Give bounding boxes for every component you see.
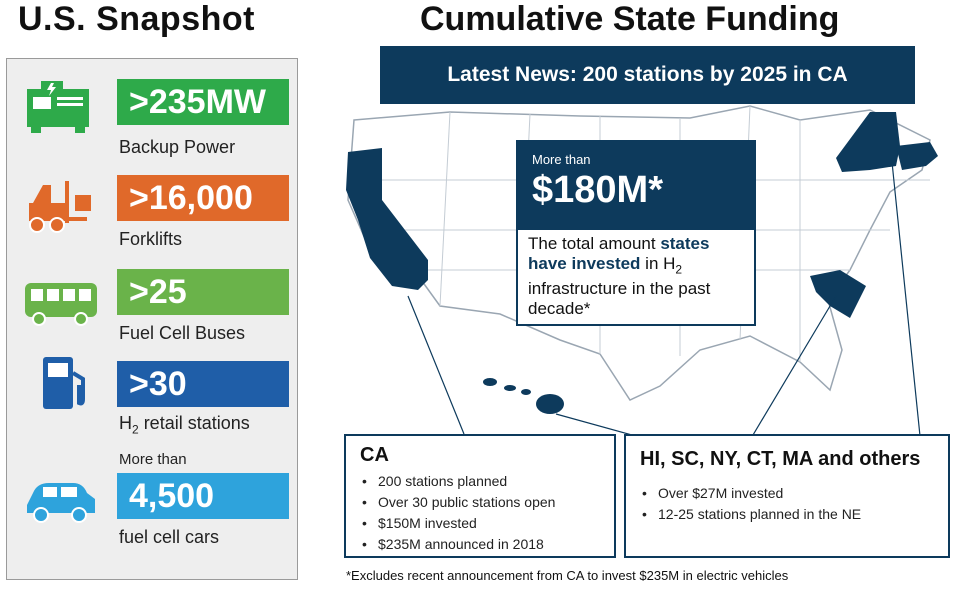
stat-label: Fuel Cell Buses [119,323,246,343]
generator-icon [27,81,89,133]
stat-backup-power: >235MW Backup Power [7,67,299,167]
south-carolina-shape [810,270,866,318]
callout-lines [407,161,921,440]
others-box-list: Over $27M invested 12-25 stations planne… [640,483,934,525]
list-item: 12-25 stations planned in the NE [642,504,934,525]
stat-value: >16,000 [117,175,289,221]
others-box: HI, SC, NY, CT, MA and others Over $27M … [624,434,950,558]
stat-value: >235MW [117,79,289,125]
snapshot-panel: >235MW Backup Power >16,000 Forklifts >2… [6,58,298,580]
stat-value: 4,500 [117,473,289,519]
funding-callout: More than $180M* The total amount states… [516,140,756,326]
stat-cars: More than 4,500 fuel cell cars [7,447,299,547]
stat-buses: >25 Fuel Cell Buses [7,259,299,359]
callout-text: The total amount states have invested in… [528,234,711,319]
stat-label: fuel cell cars [119,527,220,547]
stat-retail-stations: >30 H2 retail stations [7,355,299,455]
stat-value: >30 [117,361,289,407]
new-england-shape [896,142,938,170]
ca-box-title: CA [360,444,389,466]
stat-pre: More than [119,451,187,468]
funding-title: Cumulative State Funding [420,0,840,38]
bus-icon [25,283,97,326]
forklift-icon [29,181,91,233]
list-item: $150M invested [362,513,600,534]
callout-amount: $180M* [532,169,663,211]
stat-label: Forklifts [119,229,182,249]
stat-label: H2 retail stations [119,413,250,437]
callout-header: More than $180M* [518,142,754,230]
callout-pre: More than [532,152,591,167]
others-box-title: HI, SC, NY, CT, MA and others [640,448,921,470]
stat-label: Backup Power [119,137,236,157]
latest-news-banner: Latest News: 200 stations by 2025 in CA [380,46,915,104]
stat-value: >25 [117,269,289,315]
list-item: 200 stations planned [362,471,600,492]
new-york-shape [836,112,900,172]
car-icon [27,483,95,523]
snapshot-title: U.S. Snapshot [18,0,255,38]
hawaii-shape [483,378,564,414]
fuel-pump-icon [43,357,85,409]
california-shape [346,148,428,290]
list-item: $235M announced in 2018 [362,534,600,555]
footnote: *Excludes recent announcement from CA to… [346,568,789,583]
list-item: Over 30 public stations open [362,492,600,513]
stat-forklifts: >16,000 Forklifts [7,167,299,267]
ca-box-list: 200 stations planned Over 30 public stat… [360,471,600,555]
list-item: Over $27M invested [642,483,934,504]
ca-box: CA 200 stations planned Over 30 public s… [344,434,616,558]
